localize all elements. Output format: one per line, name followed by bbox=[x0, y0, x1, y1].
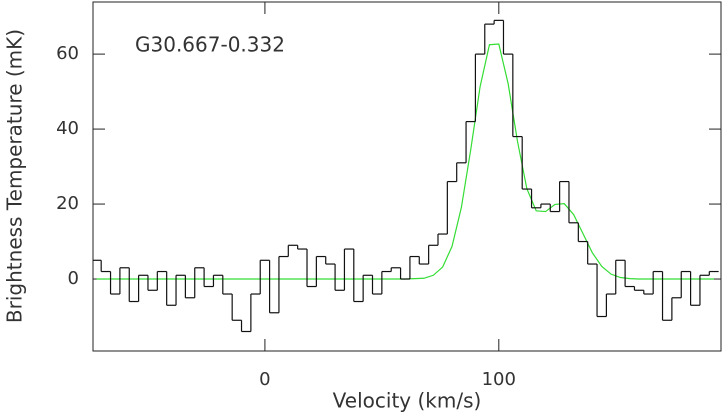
fit-curve bbox=[96, 43, 714, 280]
y-tick-label: 40 bbox=[56, 118, 79, 139]
annotation: G30.667-0.332 bbox=[135, 33, 285, 57]
y-tick-label: 0 bbox=[68, 268, 79, 289]
y-tick-label: 60 bbox=[56, 43, 79, 64]
plot-frame bbox=[92, 1, 722, 352]
y-tick-label: 20 bbox=[56, 193, 79, 214]
y-axis-label: Brightness Temperature (mK) bbox=[3, 29, 27, 323]
x-tick-label: 100 bbox=[482, 369, 516, 390]
x-tick-label: 0 bbox=[259, 369, 270, 390]
x-axis-label: Velocity (km/s) bbox=[333, 389, 482, 413]
